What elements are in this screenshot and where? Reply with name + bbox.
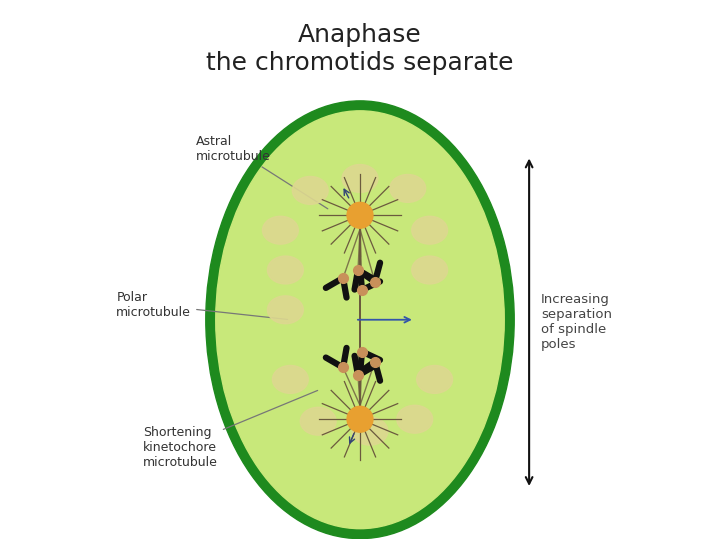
Ellipse shape	[263, 217, 298, 244]
Ellipse shape	[412, 256, 448, 284]
Ellipse shape	[300, 407, 336, 435]
Ellipse shape	[412, 217, 448, 244]
Ellipse shape	[342, 165, 378, 192]
Ellipse shape	[397, 406, 433, 433]
Ellipse shape	[206, 101, 514, 538]
Ellipse shape	[352, 417, 388, 445]
Circle shape	[347, 202, 373, 228]
Ellipse shape	[292, 177, 328, 204]
Ellipse shape	[216, 111, 504, 529]
Ellipse shape	[267, 256, 303, 284]
Text: Anaphase: Anaphase	[298, 23, 422, 48]
Text: the chromotids separate: the chromotids separate	[206, 51, 514, 75]
Ellipse shape	[417, 366, 453, 393]
Text: Shortening
kinetochore
microtubule: Shortening kinetochore microtubule	[143, 390, 318, 469]
Ellipse shape	[267, 296, 303, 323]
Text: Polar
microtubule: Polar microtubule	[116, 291, 287, 320]
Ellipse shape	[272, 366, 308, 393]
Text: Increasing
separation
of spindle
poles: Increasing separation of spindle poles	[541, 293, 612, 351]
Circle shape	[347, 406, 373, 432]
Text: Astral
microtubule: Astral microtubule	[196, 134, 328, 209]
Ellipse shape	[390, 174, 426, 202]
